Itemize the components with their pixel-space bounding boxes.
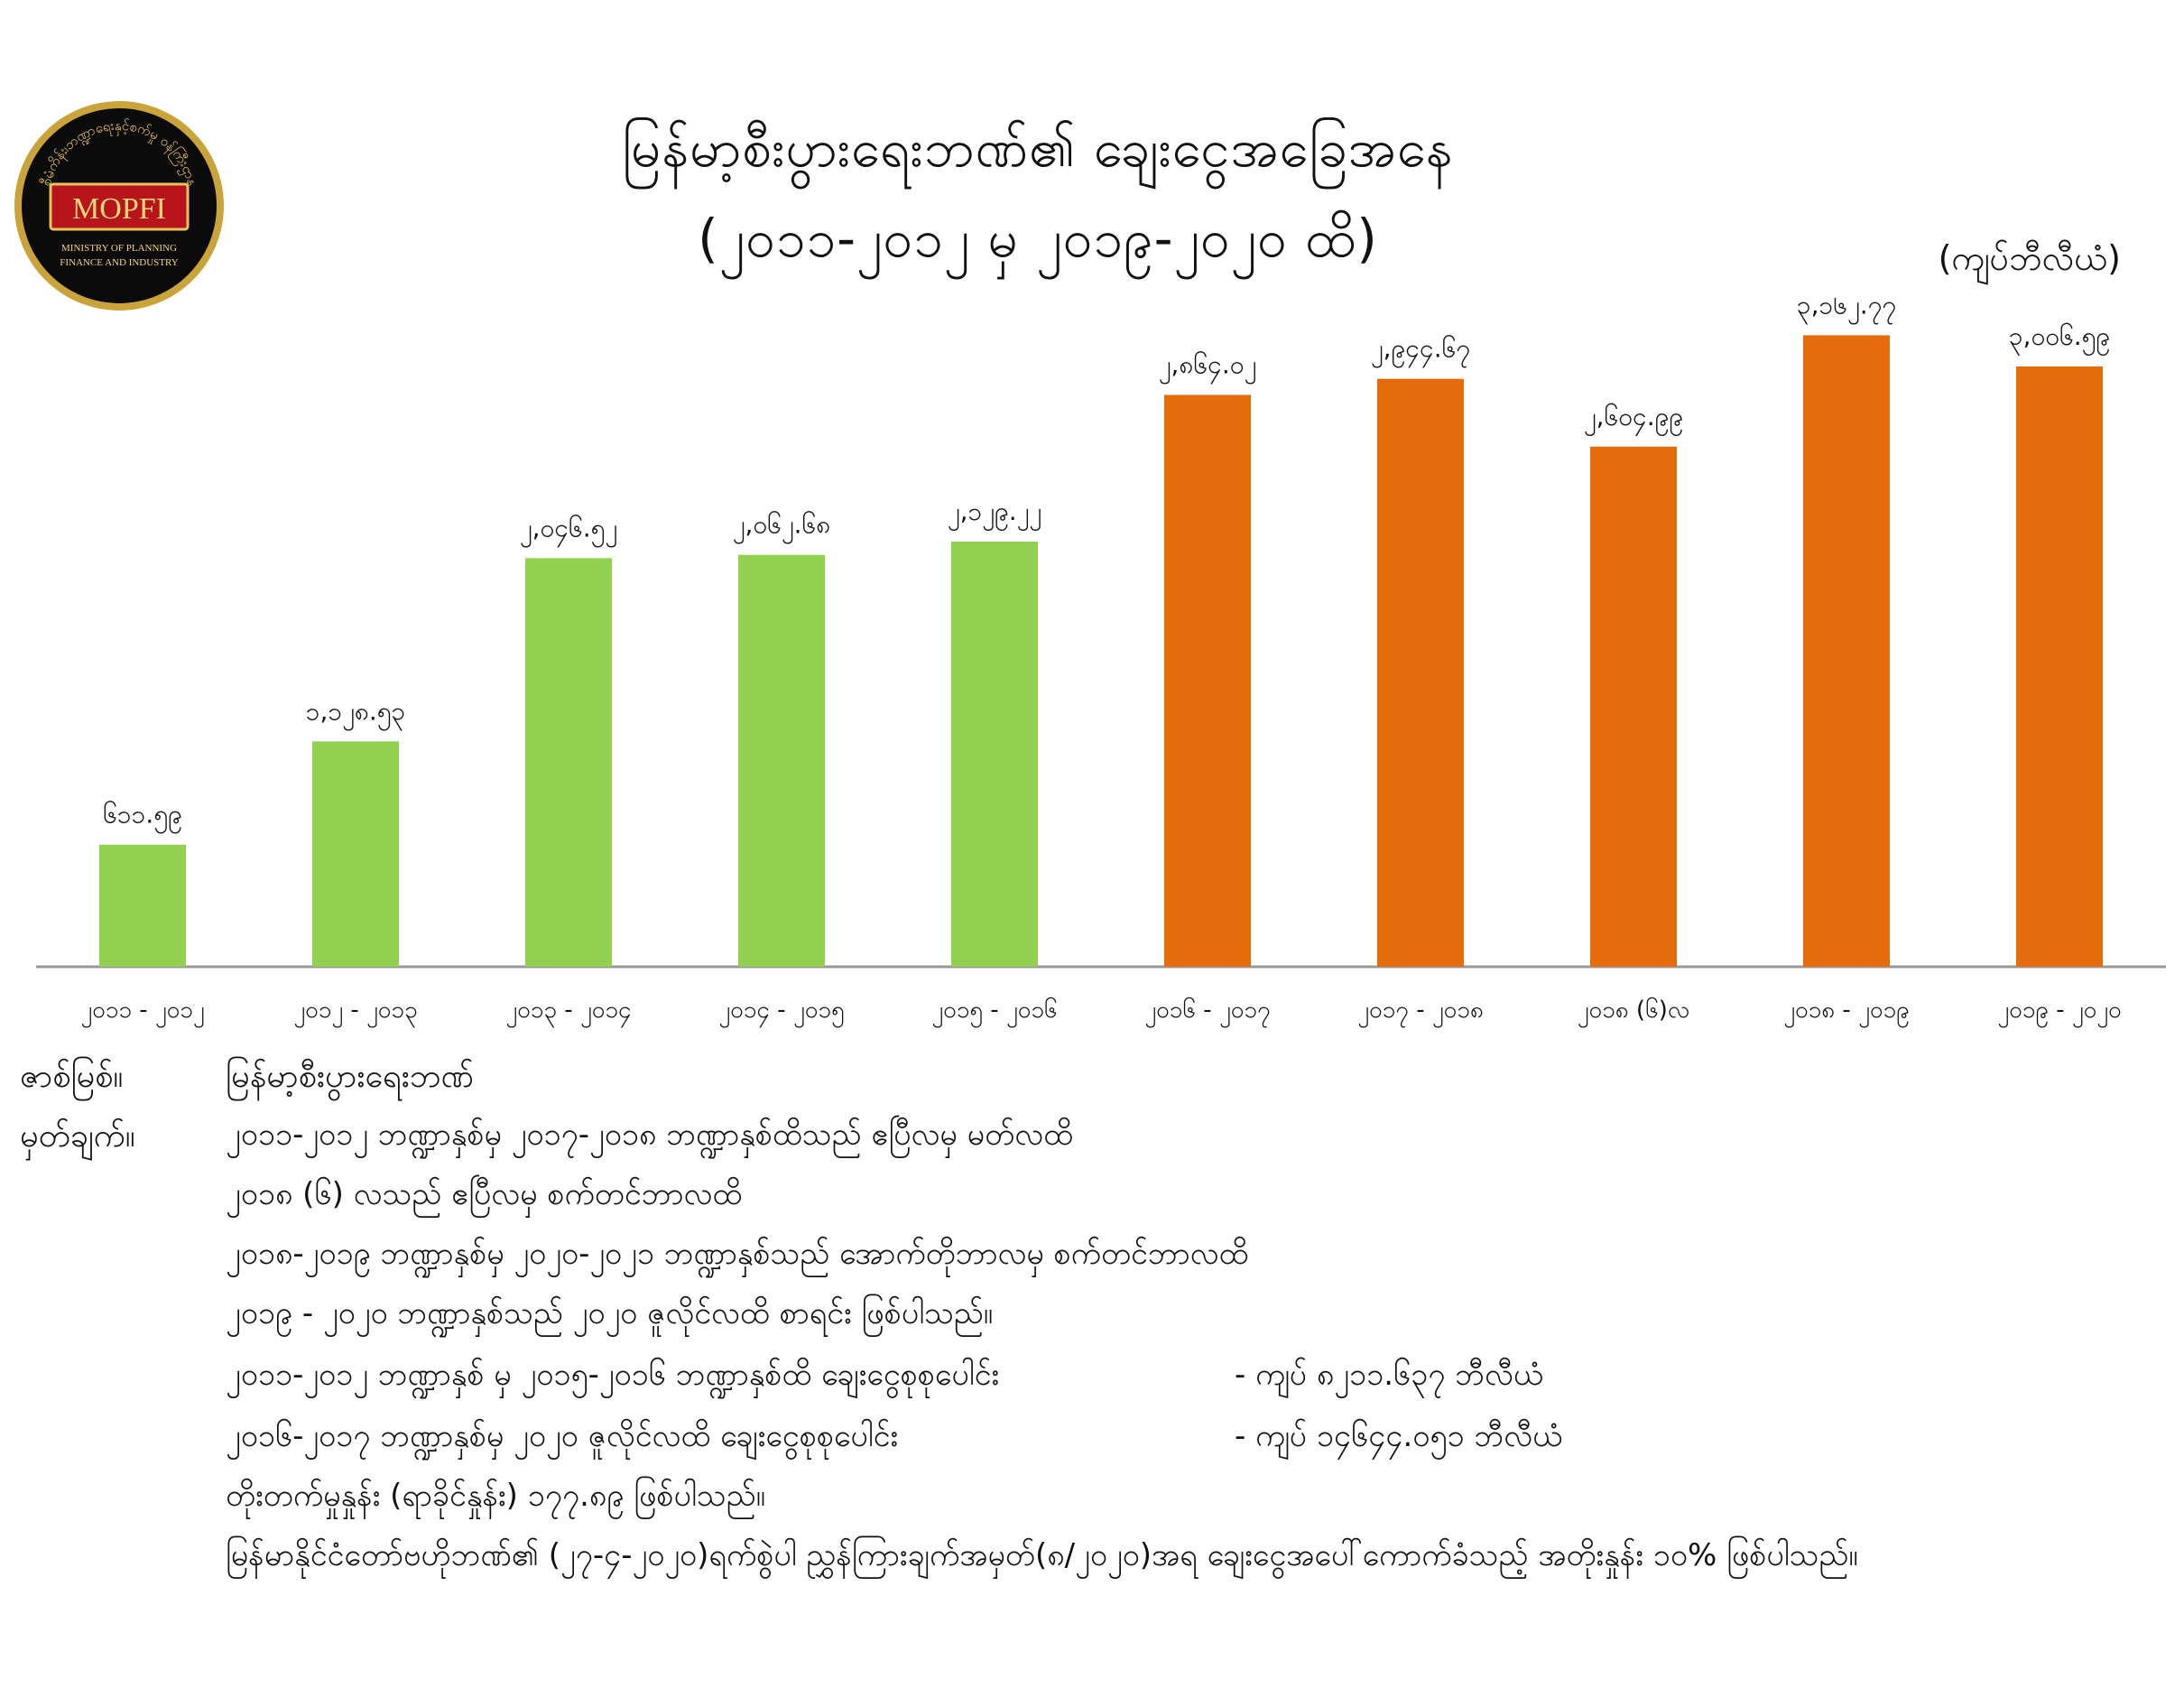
logo-bottom-line2: FINANCE AND INDUSTRY [60, 257, 178, 268]
note-item: ၂၀၁၁-၂၀၁၂ ဘဏ္ဍာနှစ် မှ ၂၀၁၅-၂၀၁၆ ဘဏ္ဍာနှ… [226, 1354, 1543, 1400]
note-text: ၂၀၁၉ - ၂၀၂၀ ဘဏ္ဍာနှစ်သည် ၂၀၂၀ ဇူလိုင်လထိ… [226, 1295, 994, 1331]
note-item: ၂၀၁၈-၂၀၁၉ ဘဏ္ဍာနှစ်မှ ၂၀၂၀-၂၀၂၁ ဘဏ္ဍာနှစ… [226, 1233, 1248, 1279]
data-label: ၆၁၁.၅၉ [103, 799, 182, 835]
logo-bottom-line1: MINISTRY OF PLANNING [61, 243, 177, 254]
data-label: ၃,၁၆၂.၇၇ [1797, 298, 1896, 325]
chart-title: မြန်မာ့စီးပွားရေးဘဏ်၏ ချေးငွေအခြေအနေ [622, 117, 1454, 179]
data-label: ၂,၁၂၉.၂၂ [948, 496, 1041, 532]
note-text: ၂၀၁၁-၂၀၁၂ ဘဏ္ဍာနှစ် မှ ၂၀၁၅-၂၀၁၆ ဘဏ္ဍာနှ… [226, 1357, 1000, 1393]
bar [99, 844, 186, 967]
data-label: ၂,၀၆၂.၆၈ [733, 509, 831, 545]
source-label: ဇာစ်မြစ်။ [20, 1058, 124, 1095]
x-tick-label: ၂၀၁၄ - ၂၀၁၅ [718, 997, 845, 1028]
note-text: ၂၀၁၈ (၆) လသည် ဧပြီလမှ စက်တင်ဘာလထိ [226, 1176, 743, 1212]
logo-abbr: MOPFI [72, 192, 166, 226]
notes-label: မှတ်ချက်။ [20, 1118, 135, 1155]
bar [738, 554, 825, 967]
note-text: ၂၀၁၁-၂၀၁၂ ဘဏ္ဍာနှစ်မှ ၂၀၁၇-၂၀၁၈ ဘဏ္ဍာနှစ… [226, 1117, 1073, 1153]
note-text: မြန်မာနိုင်ငံတော်ဗဟိုဘဏ်၏ (၂၇-၄-၂၀၂၀)ရက်… [226, 1537, 1858, 1573]
x-tick-label: ၂၀၁၂ - ၂၀၁၃ [293, 997, 417, 1028]
bar [525, 558, 612, 967]
x-tick-label: ၂၀၁၇ - ၂၀၁၈ [1357, 997, 1484, 1028]
data-label: ၁,၁၂၈.၅၃ [306, 696, 406, 731]
x-tick-label: ၂၀၁၆ - ၂၀၁၇ [1144, 995, 1271, 1028]
source-value: မြန်မာ့စီးပွားရေးဘဏ် [226, 1058, 474, 1095]
bar [1590, 446, 1677, 967]
data-label: ၂,၆၀၄.၉၉ [1584, 401, 1683, 437]
note-item: ၂၀၁၁-၂၀၁၂ ဘဏ္ဍာနှစ်မှ ၂၀၁၇-၂၀၁၈ ဘဏ္ဍာနှစ… [226, 1114, 1073, 1160]
note-item: ၂၀၁၉ - ၂၀၂၀ ဘဏ္ဍာနှစ်သည် ၂၀၂၀ ဇူလိုင်လထိ… [226, 1293, 993, 1339]
bar [1164, 394, 1251, 968]
bar [951, 542, 1038, 967]
note-item: မြန်မာနိုင်ငံတော်ဗဟိုဘဏ်၏ (၂၇-၄-၂၀၂၀)ရက်… [226, 1535, 1858, 1581]
bar [1803, 335, 1890, 967]
note-text: တိုးတက်မှုနှုန်း (ရာခိုင်နှုန်း) ၁၇၇.၈၉ … [226, 1478, 765, 1514]
x-tick-label: ၂၀၁၃ - ၂၀၁၄ [505, 997, 631, 1028]
data-label: ၂,၉၄၄.၆၇ [1371, 333, 1470, 369]
data-label: ၃,၀၀၆.၅၉ [2009, 320, 2110, 357]
note-total: - ကျပ် ၁၄၆၄၄.၀၅၁ ဘီလီယံ [1235, 1418, 1563, 1454]
data-label: ၂,၈၆၄.၀၂ [1159, 348, 1257, 385]
note-text: ၂၀၁၆-၂၀၁၇ ဘဏ္ဍာနှစ်မှ ၂၀၂၀ ဇူလိုင်လထိ ချ… [226, 1418, 899, 1454]
note-total: - ကျပ် ၈၂၁၁.၆၃၇ ဘီလီယံ [1235, 1357, 1543, 1393]
x-tick-label: ၂၀၁၅ - ၂၀၁၆ [931, 995, 1058, 1028]
note-item: ၂၀၁၆-၂၀၁၇ ဘဏ္ဍာနှစ်မှ ၂၀၂၀ ဇူလိုင်လထိ ချ… [226, 1415, 1562, 1461]
note-item: တိုးတက်မှုနှုန်း (ရာခိုင်နှုန်း) ၁၇၇.၈၉ … [226, 1475, 765, 1521]
note-text: ၂၀၁၈-၂၀၁၉ ဘဏ္ဍာနှစ်မှ ၂၀၂၀-၂၀၂၁ ဘဏ္ဍာနှစ… [226, 1236, 1249, 1272]
bar [1377, 378, 1464, 967]
bar [2016, 366, 2103, 968]
x-tick-label: ၂၀၁၈ - ၂၀၁၉ [1783, 997, 1910, 1028]
unit-label: (ကျပ်ဘီလီယံ) [1938, 238, 2121, 278]
note-item: ၂၀၁၈ (၆) လသည် ဧပြီလမှ စက်တင်ဘာလထိ [226, 1173, 742, 1220]
x-tick-label: ၂၀၁၉ - ၂၀၂၀ [1997, 997, 2122, 1028]
logo-banner [49, 182, 190, 231]
mopfi-logo: စီမံကိန်း၊ဘဏ္ဍာရေးနှင့်စက်မှု ဝန်ကြီးဌာန… [13, 99, 226, 312]
data-label: ၂,၀၄၆.၅၂ [520, 512, 617, 548]
x-tick-label: ၂၀၁၁ - ၂၀၁၂ [80, 997, 205, 1028]
x-tick-label: ၂၀၁၈ (၆)လ [1578, 995, 1689, 1028]
bar [312, 741, 399, 967]
chart-subtitle: (၂၀၁၁-၂၀၁၂ မှ ၂၀၁၉-၂၀၂၀ ထိ) [698, 208, 1378, 269]
